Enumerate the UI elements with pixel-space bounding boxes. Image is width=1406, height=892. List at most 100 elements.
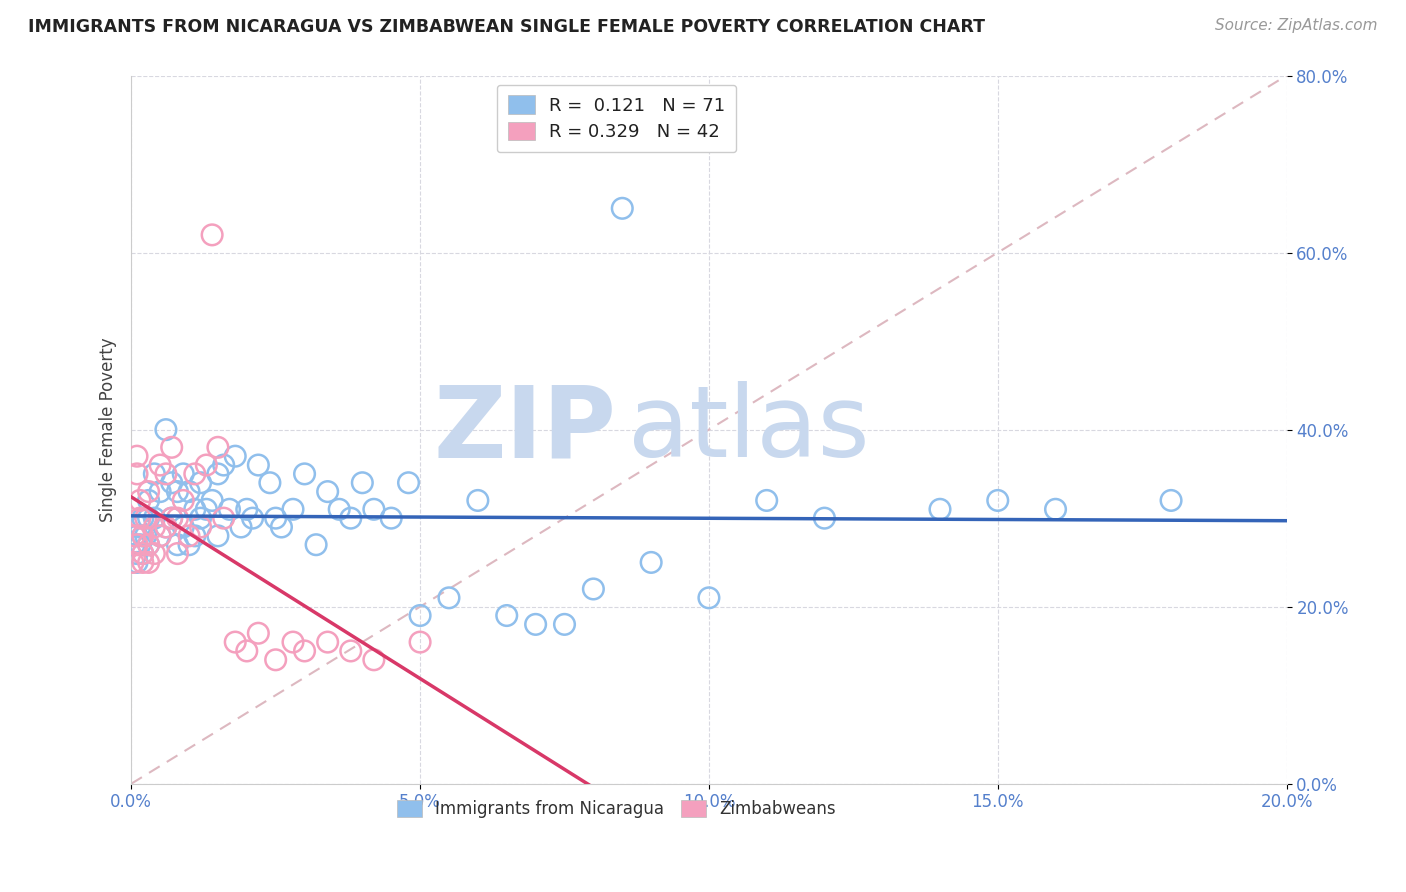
Immigrants from Nicaragua — [122, 538, 145, 552]
Immigrants from Nicaragua — [212, 458, 235, 472]
Y-axis label: Single Female Poverty: Single Female Poverty — [100, 337, 117, 522]
Immigrants from Nicaragua — [155, 423, 177, 437]
Immigrants from Nicaragua — [138, 538, 160, 552]
Immigrants from Nicaragua — [236, 502, 259, 516]
Immigrants from Nicaragua — [281, 502, 304, 516]
Immigrants from Nicaragua — [524, 617, 547, 632]
Zimbabweans — [143, 520, 166, 534]
Zimbabweans — [166, 547, 188, 561]
Zimbabweans — [236, 644, 259, 658]
Zimbabweans — [155, 520, 177, 534]
Immigrants from Nicaragua — [1160, 493, 1182, 508]
Zimbabweans — [149, 529, 172, 543]
Zimbabweans — [166, 511, 188, 525]
Zimbabweans — [363, 653, 385, 667]
Immigrants from Nicaragua — [495, 608, 517, 623]
Immigrants from Nicaragua — [143, 511, 166, 525]
Zimbabweans — [155, 467, 177, 481]
Immigrants from Nicaragua — [264, 511, 287, 525]
Immigrants from Nicaragua — [125, 547, 148, 561]
Immigrants from Nicaragua — [398, 475, 420, 490]
Text: IMMIGRANTS FROM NICARAGUA VS ZIMBABWEAN SINGLE FEMALE POVERTY CORRELATION CHART: IMMIGRANTS FROM NICARAGUA VS ZIMBABWEAN … — [28, 18, 986, 36]
Immigrants from Nicaragua — [138, 511, 160, 525]
Immigrants from Nicaragua — [929, 502, 952, 516]
Immigrants from Nicaragua — [316, 484, 339, 499]
Immigrants from Nicaragua — [190, 475, 212, 490]
Zimbabweans — [184, 467, 207, 481]
Immigrants from Nicaragua — [270, 520, 292, 534]
Immigrants from Nicaragua — [195, 502, 218, 516]
Immigrants from Nicaragua — [132, 547, 155, 561]
Zimbabweans — [138, 556, 160, 570]
Zimbabweans — [224, 635, 246, 649]
Immigrants from Nicaragua — [184, 529, 207, 543]
Zimbabweans — [138, 538, 160, 552]
Immigrants from Nicaragua — [125, 529, 148, 543]
Immigrants from Nicaragua — [218, 502, 240, 516]
Zimbabweans — [122, 556, 145, 570]
Immigrants from Nicaragua — [247, 458, 270, 472]
Zimbabweans — [132, 529, 155, 543]
Zimbabweans — [132, 556, 155, 570]
Immigrants from Nicaragua — [224, 449, 246, 463]
Text: ZIP: ZIP — [433, 381, 616, 478]
Immigrants from Nicaragua — [138, 493, 160, 508]
Legend: Immigrants from Nicaragua, Zimbabweans: Immigrants from Nicaragua, Zimbabweans — [391, 794, 842, 825]
Zimbabweans — [190, 520, 212, 534]
Immigrants from Nicaragua — [177, 538, 200, 552]
Immigrants from Nicaragua — [132, 529, 155, 543]
Immigrants from Nicaragua — [177, 484, 200, 499]
Zimbabweans — [294, 644, 316, 658]
Immigrants from Nicaragua — [352, 475, 374, 490]
Immigrants from Nicaragua — [328, 502, 350, 516]
Immigrants from Nicaragua — [305, 538, 328, 552]
Immigrants from Nicaragua — [582, 582, 605, 596]
Text: atlas: atlas — [628, 381, 870, 478]
Immigrants from Nicaragua — [135, 529, 157, 543]
Zimbabweans — [160, 440, 183, 454]
Immigrants from Nicaragua — [149, 529, 172, 543]
Zimbabweans — [135, 511, 157, 525]
Immigrants from Nicaragua — [172, 520, 194, 534]
Zimbabweans — [122, 529, 145, 543]
Immigrants from Nicaragua — [259, 475, 281, 490]
Zimbabweans — [172, 493, 194, 508]
Immigrants from Nicaragua — [207, 529, 229, 543]
Immigrants from Nicaragua — [987, 493, 1010, 508]
Immigrants from Nicaragua — [1045, 502, 1067, 516]
Immigrants from Nicaragua — [409, 608, 432, 623]
Immigrants from Nicaragua — [166, 484, 188, 499]
Zimbabweans — [125, 467, 148, 481]
Immigrants from Nicaragua — [190, 511, 212, 525]
Zimbabweans — [316, 635, 339, 649]
Immigrants from Nicaragua — [166, 538, 188, 552]
Immigrants from Nicaragua — [553, 617, 575, 632]
Zimbabweans — [247, 626, 270, 640]
Zimbabweans — [195, 458, 218, 472]
Text: Source: ZipAtlas.com: Source: ZipAtlas.com — [1215, 18, 1378, 33]
Immigrants from Nicaragua — [813, 511, 835, 525]
Zimbabweans — [409, 635, 432, 649]
Zimbabweans — [281, 635, 304, 649]
Zimbabweans — [129, 493, 152, 508]
Immigrants from Nicaragua — [129, 520, 152, 534]
Immigrants from Nicaragua — [697, 591, 720, 605]
Zimbabweans — [160, 511, 183, 525]
Zimbabweans — [149, 458, 172, 472]
Immigrants from Nicaragua — [437, 591, 460, 605]
Zimbabweans — [129, 511, 152, 525]
Zimbabweans — [125, 538, 148, 552]
Zimbabweans — [207, 440, 229, 454]
Zimbabweans — [339, 644, 361, 658]
Immigrants from Nicaragua — [129, 538, 152, 552]
Immigrants from Nicaragua — [201, 493, 224, 508]
Immigrants from Nicaragua — [125, 556, 148, 570]
Immigrants from Nicaragua — [363, 502, 385, 516]
Zimbabweans — [264, 653, 287, 667]
Immigrants from Nicaragua — [184, 502, 207, 516]
Immigrants from Nicaragua — [612, 202, 634, 216]
Zimbabweans — [143, 547, 166, 561]
Immigrants from Nicaragua — [229, 520, 252, 534]
Immigrants from Nicaragua — [339, 511, 361, 525]
Immigrants from Nicaragua — [640, 556, 662, 570]
